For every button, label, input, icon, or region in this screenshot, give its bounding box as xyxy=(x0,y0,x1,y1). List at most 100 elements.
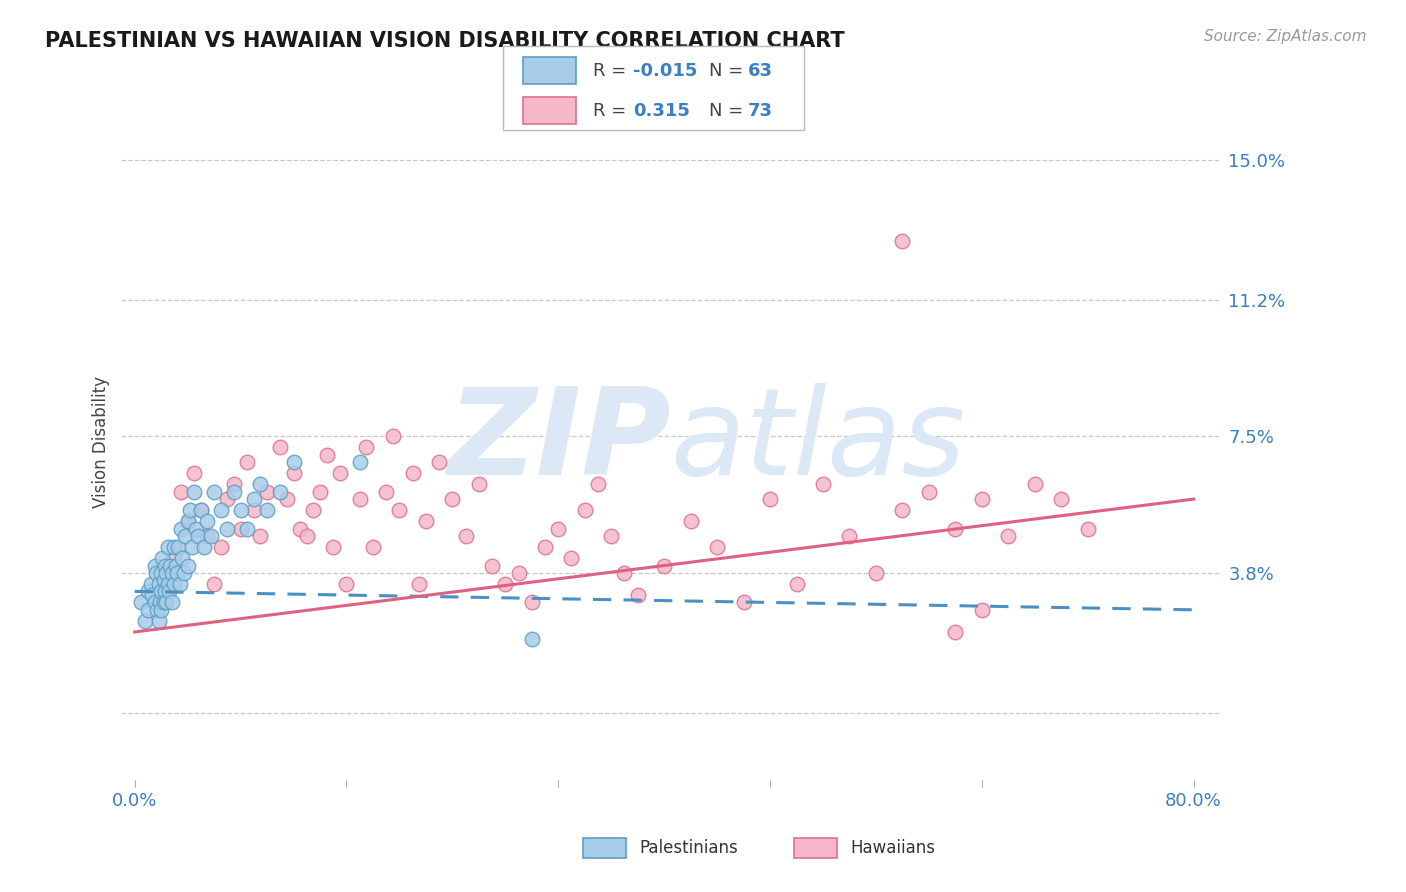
Point xyxy=(148,595,170,609)
Point xyxy=(190,503,212,517)
Point xyxy=(891,234,914,248)
Point xyxy=(679,514,702,528)
Point xyxy=(811,477,834,491)
Point xyxy=(269,484,291,499)
Point xyxy=(733,595,755,609)
Point xyxy=(574,503,596,517)
Point xyxy=(243,492,266,507)
Point xyxy=(441,492,464,507)
Point xyxy=(236,522,259,536)
Point xyxy=(468,477,491,491)
Point xyxy=(329,467,352,481)
Point xyxy=(315,448,337,462)
Point xyxy=(865,566,887,580)
Point xyxy=(148,577,170,591)
Point xyxy=(170,522,193,536)
Point xyxy=(143,558,166,573)
Text: -0.015: -0.015 xyxy=(633,62,697,79)
Point xyxy=(943,624,966,639)
Point xyxy=(335,577,357,591)
Point xyxy=(150,603,173,617)
Point xyxy=(217,492,239,507)
Point xyxy=(349,455,371,469)
Point xyxy=(381,429,404,443)
Point xyxy=(166,566,188,580)
Point xyxy=(427,455,450,469)
Point xyxy=(170,484,193,499)
Point xyxy=(256,503,278,517)
Point xyxy=(534,540,557,554)
Point xyxy=(586,477,609,491)
Point xyxy=(183,484,205,499)
Point xyxy=(1050,492,1073,507)
Point xyxy=(173,566,195,580)
Text: R =: R = xyxy=(593,102,633,120)
Point xyxy=(159,558,181,573)
Text: Source: ZipAtlas.com: Source: ZipAtlas.com xyxy=(1204,29,1367,44)
Point xyxy=(209,503,232,517)
Point xyxy=(197,514,219,528)
Point xyxy=(172,551,194,566)
Point xyxy=(1024,477,1046,491)
Point xyxy=(520,595,543,609)
Point xyxy=(356,441,378,455)
Point xyxy=(163,577,186,591)
Text: N =: N = xyxy=(709,102,748,120)
Point xyxy=(309,484,332,499)
Point xyxy=(184,522,207,536)
Point xyxy=(627,588,650,602)
Point xyxy=(145,566,167,580)
Point xyxy=(388,503,411,517)
Point xyxy=(269,441,291,455)
Point xyxy=(838,529,860,543)
Point xyxy=(149,595,172,609)
Point xyxy=(155,595,177,609)
Point xyxy=(180,540,202,554)
Point xyxy=(169,577,191,591)
Point xyxy=(156,577,179,591)
Point xyxy=(209,540,232,554)
Point xyxy=(891,503,914,517)
Point xyxy=(415,514,437,528)
Point xyxy=(970,492,993,507)
Point xyxy=(249,477,271,491)
Point xyxy=(222,484,245,499)
Point xyxy=(193,540,215,554)
Point xyxy=(167,540,190,554)
Point xyxy=(176,514,198,528)
Text: 73: 73 xyxy=(748,102,773,120)
Point xyxy=(222,477,245,491)
Point xyxy=(759,492,782,507)
Point xyxy=(302,503,325,517)
Point xyxy=(157,584,180,599)
Point xyxy=(217,522,239,536)
Point xyxy=(202,577,225,591)
Text: atlas: atlas xyxy=(671,384,966,500)
Point xyxy=(613,566,636,580)
Text: N =: N = xyxy=(709,62,748,79)
Point xyxy=(288,522,311,536)
Point xyxy=(256,484,278,499)
Point xyxy=(970,603,993,617)
Point xyxy=(136,584,159,599)
Point xyxy=(997,529,1019,543)
Text: Hawaiians: Hawaiians xyxy=(851,839,935,857)
Text: 63: 63 xyxy=(748,62,773,79)
Point xyxy=(156,540,179,554)
Point xyxy=(706,540,728,554)
Point xyxy=(283,455,305,469)
Point xyxy=(136,603,159,617)
Point xyxy=(408,577,430,591)
Point xyxy=(153,558,176,573)
Text: ZIP: ZIP xyxy=(447,384,671,500)
Point xyxy=(179,503,201,517)
Point xyxy=(243,503,266,517)
Point xyxy=(943,522,966,536)
Point xyxy=(152,595,174,609)
Point xyxy=(786,577,808,591)
Point xyxy=(547,522,569,536)
Point xyxy=(152,551,174,566)
Point xyxy=(229,503,252,517)
Point xyxy=(156,566,179,580)
Point xyxy=(134,614,156,628)
